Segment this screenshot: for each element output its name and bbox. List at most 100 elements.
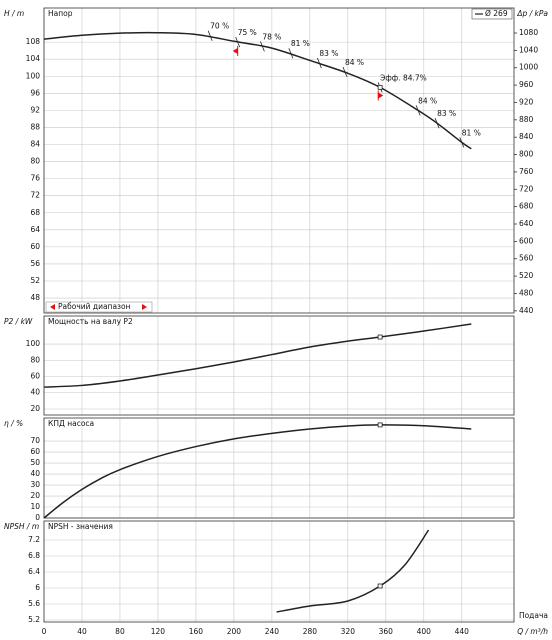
y-tick-label: 60	[30, 372, 40, 381]
duty-point	[377, 84, 383, 90]
efficiency-label: 70 %	[210, 22, 229, 31]
curve	[43, 424, 472, 519]
x-tick-label: 320	[341, 627, 356, 636]
y-tick-label: 92	[30, 105, 40, 114]
y2-tick-label: 1000	[519, 63, 538, 72]
y2-tick-label: 520	[519, 271, 534, 280]
range-legend: Рабочий диапазон	[45, 301, 153, 313]
efficiency-tick	[342, 66, 348, 78]
x-tick-label: 120	[151, 627, 166, 636]
y2-tick-label: 560	[519, 254, 534, 263]
x-tick-label: 440	[455, 627, 470, 636]
panel-title: Мощность на валу P2	[48, 317, 133, 326]
y2-tick-label: 800	[519, 150, 534, 159]
y2-tick-label: 1080	[519, 28, 538, 37]
range-legend-arrow	[50, 304, 55, 310]
y-tick-label: 60	[30, 447, 40, 456]
y-tick-label: 10	[30, 502, 40, 511]
y2-tick-label: 760	[519, 167, 534, 176]
panel-title: NPSH - значения	[48, 522, 113, 531]
y2-axis-label: Δp / kPa	[516, 9, 548, 18]
x-tick-label: 400	[417, 627, 432, 636]
efficiency-tick	[434, 118, 440, 129]
panel-title: Напор	[48, 9, 73, 18]
efficiency-label: 81 %	[462, 128, 481, 137]
y-tick-label: 50	[30, 458, 40, 467]
efficiency-tick	[288, 48, 294, 59]
y-tick-label: 30	[30, 480, 40, 489]
y2-tick-label: 840	[519, 132, 534, 141]
y2-tick-label: 480	[519, 288, 534, 297]
efficiency-label: 81 %	[291, 39, 310, 48]
y-tick-label: 72	[30, 191, 40, 200]
y-tick-label: 52	[30, 276, 40, 285]
y2-tick-label: 440	[519, 306, 534, 315]
y2-tick-label: 880	[519, 115, 534, 124]
x-tick-label: 0	[42, 627, 47, 636]
y-tick-label: 20	[30, 491, 40, 500]
efficiency-tick	[459, 137, 465, 148]
range-legend-arrow	[142, 304, 147, 310]
x-tick-label: 360	[379, 627, 394, 636]
y2-tick-label: 1040	[519, 45, 538, 54]
y-tick-label: 76	[30, 174, 40, 183]
duty-point	[377, 583, 383, 589]
y2-tick-label: 960	[519, 80, 534, 89]
y-axis-label: NPSH / m	[4, 522, 39, 531]
curve	[43, 31, 472, 150]
y-tick-label: 100	[26, 339, 41, 348]
y-tick-label: 5.6	[28, 599, 40, 608]
y-tick-label: 96	[30, 88, 40, 97]
legend-label: Ø 269	[485, 9, 508, 18]
efficiency-tick	[235, 36, 241, 48]
x-tick-label: 160	[189, 627, 204, 636]
efficiency-label: 84 %	[345, 58, 364, 67]
efficiency-tick	[415, 105, 421, 116]
panel-frame	[43, 520, 515, 623]
efficiency-tick	[316, 57, 322, 69]
y2-tick-label: 720	[519, 184, 534, 193]
y-tick-label: 20	[30, 404, 40, 413]
efficiency-label: Эфф. 84.7%	[380, 73, 427, 82]
x-tick-label: 280	[303, 627, 318, 636]
efficiency-label: 84 %	[418, 96, 437, 105]
x-tick-label: 200	[227, 627, 242, 636]
panel-frame	[43, 315, 515, 416]
x-axis-label: Q / m³/h	[517, 627, 548, 636]
duty-point	[377, 334, 383, 340]
x-tick-label: 80	[115, 627, 125, 636]
y-tick-label: 68	[30, 208, 40, 217]
y-tick-label: 0	[35, 513, 40, 522]
curve	[43, 323, 472, 388]
y-tick-label: 80	[30, 157, 40, 166]
y-tick-label: 56	[30, 259, 40, 268]
efficiency-label: 83 %	[437, 109, 456, 118]
panel-frame	[43, 417, 515, 519]
range-legend-label: Рабочий диапазон	[58, 302, 131, 311]
legend-box	[471, 8, 513, 20]
y-tick-label: 6	[35, 583, 40, 592]
range-marker	[378, 92, 384, 99]
y-tick-label: 64	[30, 225, 40, 234]
y-tick-label: 60	[30, 242, 40, 251]
y-tick-label: 6.4	[28, 567, 40, 576]
range-legend-box	[45, 301, 153, 313]
y-tick-label: 100	[26, 71, 41, 80]
y-tick-label: 7.2	[28, 535, 40, 544]
y2-tick-label: 920	[519, 97, 534, 106]
y-axis-label: P2 / kW	[4, 317, 33, 326]
efficiency-label: 78 %	[262, 32, 281, 41]
y-axis-label: η / %	[4, 419, 23, 428]
legend: Ø 269	[471, 8, 513, 20]
efficiency-tick	[260, 41, 265, 52]
efficiency-tick	[207, 30, 213, 41]
x-tick-label: 40	[77, 627, 87, 636]
y-tick-label: 88	[30, 122, 40, 131]
y-axis-label: H / m	[4, 9, 24, 18]
curve	[276, 529, 430, 613]
y-tick-label: 40	[30, 388, 40, 397]
y-tick-label: 48	[30, 293, 40, 302]
y2-tick-label: 680	[519, 202, 534, 211]
range-marker	[232, 47, 238, 54]
